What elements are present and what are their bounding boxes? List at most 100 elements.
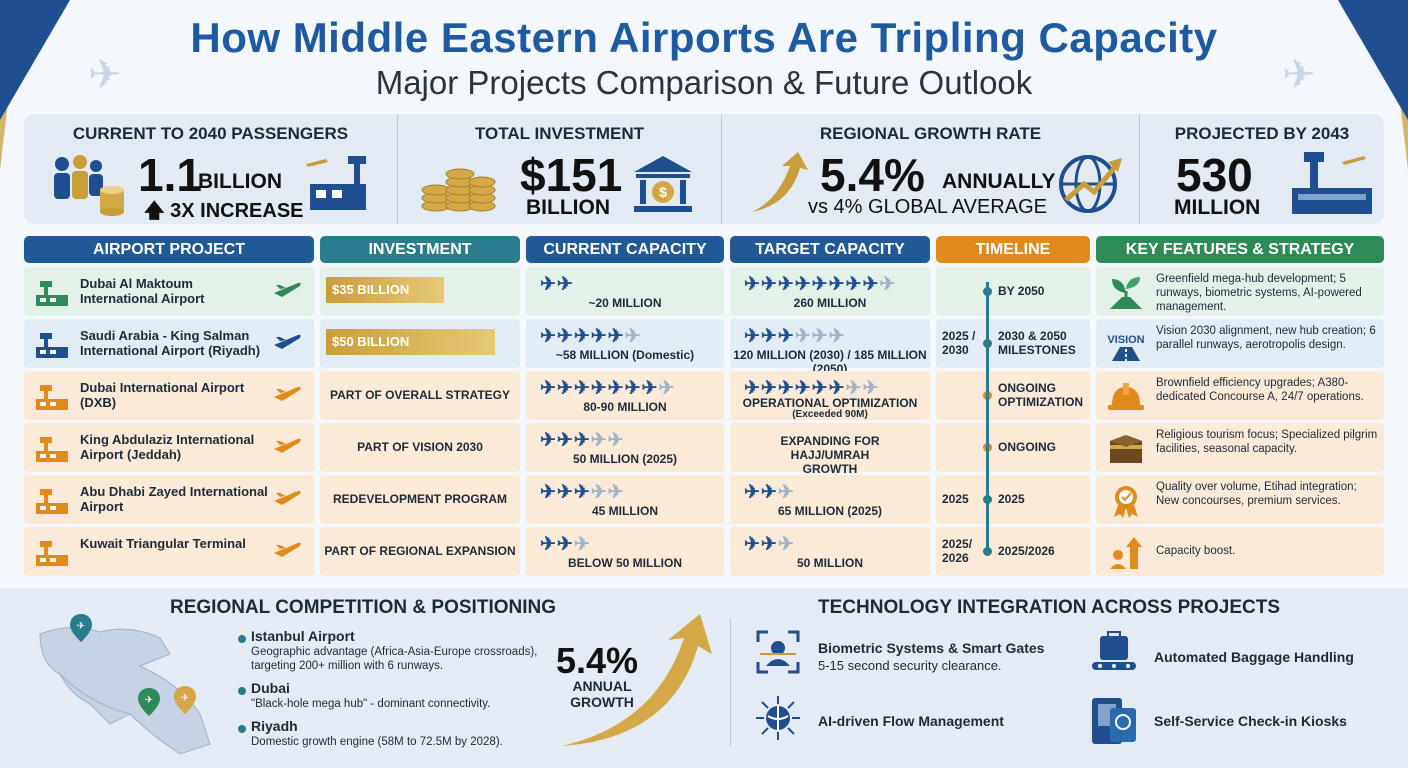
target-capacity-text: 65 MILLION (2025) (777, 504, 883, 518)
current-capacity-text: 45 MILLION (591, 504, 658, 518)
capacity-planes-icon: ✈✈✈✈✈✈ (744, 326, 846, 347)
airport-name: Saudi Arabia - King Salman International… (80, 328, 261, 358)
timeline-line (986, 282, 989, 552)
table-cell-investment: REDEVELOPMENT PROGRAM (320, 475, 520, 524)
feature-icon (1106, 431, 1146, 470)
table-cell-timeline: 2025/2026 2025/ 2026 (936, 527, 1090, 576)
feature-text: Capacity boost. (1156, 545, 1236, 557)
growth-value: 5.4% (556, 640, 639, 681)
table-cell-airport: Abu Dhabi Zayed International Airport (24, 475, 314, 524)
corner-decoration-left (0, 0, 70, 120)
table-cell-investment: PART OF OVERALL STRATEGY (320, 371, 520, 420)
competition-title: REGIONAL COMPETITION & POSITIONING (170, 597, 557, 618)
stat-heading: REGIONAL GROWTH RATE (819, 124, 1042, 143)
airport-name: Abu Dhabi Zayed International Airport (80, 484, 268, 514)
map-pin-icon: ✈ (138, 688, 160, 716)
timeline-year: 2025/ 2026 (942, 537, 973, 565)
decorative-plane-icon: ✈ (1282, 53, 1316, 97)
capacity-planes-icon: ✈✈✈✈✈✈✈✈ (540, 378, 676, 399)
table-cell-features: Religious tourism focus; Specialized pil… (1096, 423, 1384, 472)
stat-unit: BILLION (198, 170, 282, 193)
column-header-timeline: TIMELINE (936, 236, 1090, 263)
airport-tower-icon (34, 331, 70, 362)
table-cell-target-capacity: ✈✈✈✈✈✈ 120 MILLION (2030) / 185 MILLION (… (730, 319, 930, 376)
stat-value: $151 (520, 149, 623, 201)
svg-text:✈: ✈ (181, 693, 189, 704)
current-capacity-text: ~20 MILLION (588, 296, 662, 310)
airport-name: King Abdulaziz International Airport (Je… (80, 432, 255, 462)
target-capacity-text: 260 MILLION (793, 296, 867, 310)
airport-tower-icon (34, 383, 70, 414)
column-header-current-capacity: CURRENT CAPACITY (526, 236, 724, 263)
stat-projected: PROJECTED BY 2043 530 MILLION (1140, 114, 1384, 224)
competitor-name: Dubai (251, 680, 290, 696)
growth-arrow-icon (562, 614, 712, 746)
capacity-planes-icon: ✈✈ (540, 274, 574, 295)
map-pin-icon: ✈ (70, 614, 92, 642)
stat-heading: TOTAL INVESTMENT (474, 124, 645, 143)
investment-bar: $35 BILLION (326, 277, 444, 303)
feature-icon (1106, 535, 1146, 574)
feature-text: Vision 2030 alignment, new hub creation;… (1156, 325, 1376, 351)
competitor-name: Riyadh (251, 718, 298, 734)
table-cell-features: Brownfield efficiency upgrades; A380-ded… (1096, 371, 1384, 420)
table-cell-investment: $50 BILLION (320, 319, 520, 368)
table-cell-features: VISION Vision 2030 alignment, new hub cre… (1096, 319, 1384, 368)
investment-bar: $50 BILLION (326, 329, 495, 355)
airport-tower-icon (34, 487, 70, 518)
target-capacity-text: 50 MILLION (796, 556, 863, 570)
stats-strip: CURRENT TO 2040 PASSENGERS 1.1 BILLION 🡅… (24, 114, 1384, 224)
capacity-planes-icon: ✈✈✈ (744, 534, 795, 555)
svg-text:✈: ✈ (77, 621, 85, 632)
current-capacity-text: 50 MILLION (2025) (572, 452, 678, 466)
timeline-year: 2025 (942, 492, 969, 506)
people-coins-icon (50, 152, 126, 218)
tech-label: Self-Service Check-in Kiosks (1154, 713, 1347, 729)
target-capacity-text: OPERATIONAL OPTIMIZATION (742, 396, 918, 410)
table-cell-target-capacity: ✈✈✈ 50 MILLION (730, 527, 930, 576)
current-capacity-text: 80-90 MILLION (583, 400, 667, 414)
competitor-desc: "Black-hole mega hub" - dominant connect… (251, 698, 491, 710)
svg-text:VISION: VISION (1107, 334, 1144, 346)
capacity-planes-icon: ✈✈✈✈✈✈✈✈✈ (744, 274, 897, 295)
table-cell-investment: PART OF VISION 2030 (320, 423, 520, 472)
table-cell-target-capacity: ✈✈✈✈✈✈✈✈✈ 260 MILLION (730, 267, 930, 316)
airport-tower-icon (34, 279, 70, 310)
table-cell-features: Greenfield mega-hub development; 5 runwa… (1096, 267, 1384, 316)
stat-investment: TOTAL INVESTMENT $151 BILLION $ (398, 114, 722, 224)
competitor-desc: Domestic growth engine (58M to 72.5M by … (251, 736, 503, 748)
feature-icon (1106, 379, 1146, 418)
capacity-planes-icon: ✈✈✈ (744, 482, 795, 503)
stat-unit: ANNUALLY (942, 170, 1056, 193)
table-cell-target-capacity: ✈✈✈ 65 MILLION (2025) (730, 475, 930, 524)
table-cell-timeline: ONGOING OPTIMIZATION (936, 371, 1090, 420)
bank-icon: $ (630, 150, 696, 216)
airport-tower-icon (34, 539, 70, 570)
feature-icon (1106, 483, 1146, 522)
column-header-investment: INVESTMENT (320, 236, 520, 263)
stat-value: 5.4% (820, 149, 925, 201)
table-cell-current-capacity: ✈✈✈✈✈✈✈✈ 80-90 MILLION (526, 371, 724, 420)
capacity-planes-icon: ✈✈✈✈✈✈✈✈ (744, 378, 880, 399)
stat-sub: vs 4% GLOBAL AVERAGE (808, 196, 1047, 218)
plane-icon (272, 487, 302, 512)
ai-brain-icon (754, 694, 802, 747)
airport-name: Kuwait Triangular Terminal (80, 536, 246, 551)
target-capacity-text: EXPANDING FOR HAJJ/UMRAH GROWTH (780, 434, 880, 476)
biometric-face-icon (754, 628, 802, 681)
timeline-label: 2025/2026 (998, 544, 1055, 558)
svg-text:✈: ✈ (145, 695, 153, 706)
stat-heading: CURRENT TO 2040 PASSENGERS (72, 124, 349, 143)
investment-text: REDEVELOPMENT PROGRAM (332, 492, 507, 506)
table-cell-timeline: 2025 2025 (936, 475, 1090, 524)
airport-name: Dubai International Airport (DXB) (80, 380, 245, 410)
table-cell-current-capacity: ✈✈✈✈✈ 50 MILLION (2025) (526, 423, 724, 472)
capacity-planes-icon: ✈✈✈✈✈ (540, 430, 625, 451)
table-cell-features: Quality over volume, Etihad integration;… (1096, 475, 1384, 524)
competitor-desc: Geographic advantage (Africa-Asia-Europe… (251, 646, 538, 672)
airport-tower-icon (34, 435, 70, 466)
table-cell-features: Capacity boost. (1096, 527, 1384, 576)
table-cell-airport: Dubai Al Maktoum International Airport (24, 267, 314, 316)
tech-label: Automated Baggage Handling (1154, 649, 1354, 665)
competitor-name: Istanbul Airport (251, 628, 355, 644)
